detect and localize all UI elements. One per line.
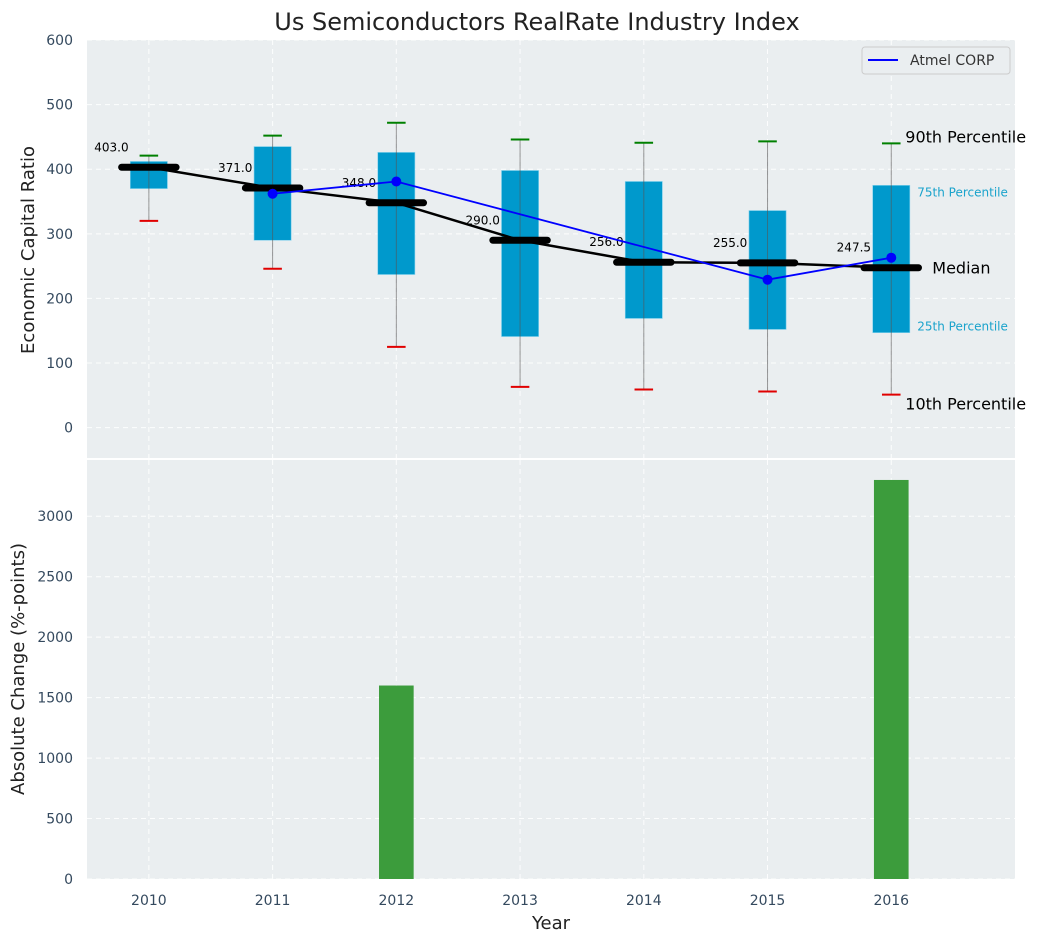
annotation-90th-percentile: 90th Percentile bbox=[905, 127, 1026, 146]
bar-2016 bbox=[873, 479, 909, 879]
top-y-tick-label: 0 bbox=[64, 421, 73, 437]
x-tick-label: 2014 bbox=[626, 893, 662, 909]
annotation-median: Median bbox=[932, 259, 990, 278]
top-y-tick-label: 600 bbox=[46, 33, 73, 49]
top-y-tick-label: 100 bbox=[46, 356, 73, 372]
box-plot-2013 bbox=[501, 138, 539, 388]
median-value-label: 247.5 bbox=[837, 241, 871, 255]
top-y-axis-title: Economic Capital Ratio bbox=[18, 146, 39, 354]
bars bbox=[379, 479, 909, 879]
top-y-tick-label: 500 bbox=[46, 98, 73, 114]
bottom-y-tick-label: 0 bbox=[64, 872, 73, 888]
bottom-y-ticks: 0 500 1000 1500 2000 2500 3000 bbox=[37, 509, 73, 888]
legend-label-atmel-corp: Atmel CORP bbox=[910, 53, 994, 69]
bottom-y-tick-label: 1000 bbox=[37, 751, 73, 767]
median-value-label: 255.0 bbox=[713, 236, 747, 250]
median-value-label: 290.0 bbox=[465, 213, 499, 227]
chart-title: Us Semiconductors RealRate Industry Inde… bbox=[274, 8, 799, 36]
x-ticks: 2010 2011 2012 2013 2014 2015 2016 bbox=[131, 893, 909, 909]
series-point bbox=[391, 176, 402, 187]
percentile-annotations: 90th Percentile 75th Percentile Median 25th… bbox=[905, 127, 1026, 413]
top-plot-background bbox=[87, 40, 1015, 458]
legend: Atmel CORP bbox=[861, 46, 1011, 75]
box-plot-2012 bbox=[377, 121, 416, 348]
legend-box bbox=[861, 46, 1011, 75]
annotation-75th-percentile: 75th Percentile bbox=[917, 185, 1008, 199]
x-tick-label: 2010 bbox=[131, 893, 167, 909]
annotation-25th-percentile: 25th Percentile bbox=[917, 320, 1008, 334]
bar-2012 bbox=[379, 685, 414, 879]
x-tick-label: 2012 bbox=[379, 893, 415, 909]
median-value-label: 348.0 bbox=[342, 176, 376, 190]
series-line-atmel-corp bbox=[272, 180, 892, 281]
median-value-label: 371.0 bbox=[218, 161, 252, 175]
bottom-y-tick-label: 1500 bbox=[37, 691, 73, 707]
bottom-y-axis-title: Absolute Change (%-points) bbox=[8, 543, 29, 795]
x-tick-label: 2011 bbox=[255, 893, 291, 909]
bottom-y-tick-label: 500 bbox=[46, 812, 73, 828]
top-panel: 0 100 200 300 400 500 600 403.0 371.0 348.0 290.0… bbox=[18, 33, 1026, 458]
box-plot-2015 bbox=[748, 140, 787, 393]
top-y-ticks: 0 100 200 300 400 500 600 bbox=[46, 33, 73, 437]
company-series-group bbox=[267, 176, 897, 285]
x-tick-label: 2015 bbox=[750, 893, 786, 909]
bottom-y-tick-label: 2500 bbox=[37, 570, 73, 586]
top-y-tick-label: 300 bbox=[46, 227, 73, 243]
x-tick-label: 2013 bbox=[502, 893, 538, 909]
annotation-10th-percentile: 10th Percentile bbox=[905, 395, 1026, 414]
bottom-plot-background bbox=[87, 460, 1015, 879]
top-y-tick-label: 200 bbox=[46, 291, 73, 307]
bottom-y-tick-label: 2000 bbox=[37, 630, 73, 646]
x-tick-label: 2016 bbox=[873, 893, 909, 909]
bottom-y-tick-label: 3000 bbox=[37, 509, 73, 525]
series-point bbox=[267, 188, 278, 199]
median-value-label: 403.0 bbox=[94, 140, 128, 154]
series-point bbox=[886, 252, 897, 263]
top-y-tick-label: 400 bbox=[46, 162, 73, 178]
series-point bbox=[762, 274, 773, 285]
x-axis-title: Year bbox=[531, 913, 571, 934]
